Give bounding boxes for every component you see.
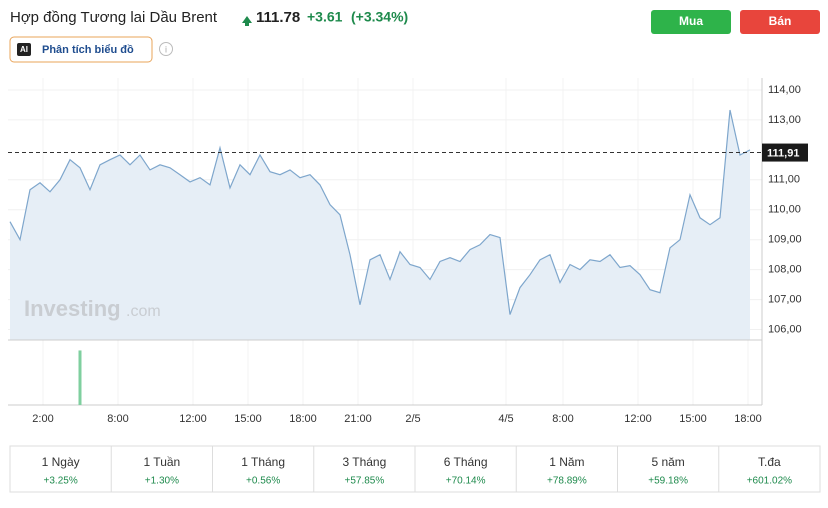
- period-change: +70.14%: [446, 476, 486, 487]
- period-change: +57.85%: [344, 476, 384, 487]
- period-change: +601.02%: [747, 476, 792, 487]
- x-tick-label: 12:00: [624, 413, 652, 425]
- period-change: +3.25%: [44, 476, 78, 487]
- analysis-button[interactable]: [9, 36, 153, 63]
- ref-label-bg: [762, 143, 808, 162]
- period-change: +1.30%: [145, 476, 179, 487]
- change: +3.61: [307, 9, 343, 25]
- x-tick-label: 2:00: [32, 413, 53, 425]
- y-tick-label: 114,00: [768, 84, 801, 96]
- period-change: +78.89%: [547, 476, 587, 487]
- info-icon[interactable]: [159, 42, 173, 56]
- y-tick-label: 107,00: [768, 293, 802, 305]
- ai-text: AI: [20, 45, 28, 54]
- ai-badge: [17, 43, 31, 56]
- y-tick-label: 110,00: [768, 204, 801, 216]
- change-pct: (+3.34%): [351, 9, 408, 25]
- up-arrow: [242, 16, 252, 26]
- x-tick-label: 2/5: [405, 413, 420, 425]
- y-tick-label: 113,00: [768, 114, 801, 126]
- y-tick-label: 108,00: [768, 264, 802, 276]
- period-label: 1 Năm: [549, 455, 584, 469]
- period-change: +0.56%: [246, 476, 280, 487]
- title: Hợp đồng Tương lai Dầu Brent: [10, 9, 218, 26]
- sell-button[interactable]: [740, 10, 820, 34]
- watermark-suffix: .com: [126, 303, 161, 320]
- x-tick-label: 15:00: [679, 413, 707, 425]
- x-tick-label: 4/5: [498, 413, 513, 425]
- period-label: 1 Ngày: [42, 455, 80, 469]
- price-line: [9, 109, 751, 315]
- sell-label: Bán: [769, 14, 792, 28]
- buy-button[interactable]: [651, 10, 731, 34]
- period-label: 5 năm: [651, 455, 684, 469]
- periods: 1 Ngày +3.25% 1 Tuần +1.30% 1 Tháng +0.56% 3 T…: [9, 445, 821, 493]
- analysis-label: Phân tích biểu đồ: [42, 44, 134, 56]
- area: [10, 110, 750, 340]
- period-change: +59.18%: [648, 476, 688, 487]
- ref-label: 111,91: [767, 147, 799, 159]
- watermark: Investing: [24, 296, 121, 321]
- info-i: i: [165, 44, 167, 54]
- x-tick-label: 18:00: [734, 413, 762, 425]
- x-tick-label: 8:00: [107, 413, 128, 425]
- y-tick-label: 106,00: [768, 323, 802, 335]
- x-tick-label: 21:00: [344, 413, 372, 425]
- price: 111.78: [256, 9, 300, 26]
- period-label: T.đa: [758, 455, 781, 469]
- y-tick-label: 111,00: [768, 174, 800, 186]
- x-tick-label: 18:00: [289, 413, 317, 425]
- y-tick-label: 109,00: [768, 234, 802, 246]
- plot: 106,00 107,00 108,00 109,00 110,00 111,00 113,…: [8, 78, 808, 425]
- period-label: 6 Tháng: [444, 455, 488, 469]
- period-label: 3 Tháng: [342, 455, 386, 469]
- period-label: 1 Tuần: [144, 455, 181, 469]
- volume-bar: [78, 350, 82, 405]
- x-tick-label: 15:00: [234, 413, 262, 425]
- period-label: 1 Tháng: [241, 455, 285, 469]
- x-tick-label: 8:00: [552, 413, 573, 425]
- x-tick-label: 12:00: [179, 413, 207, 425]
- buy-label: Mua: [679, 14, 703, 28]
